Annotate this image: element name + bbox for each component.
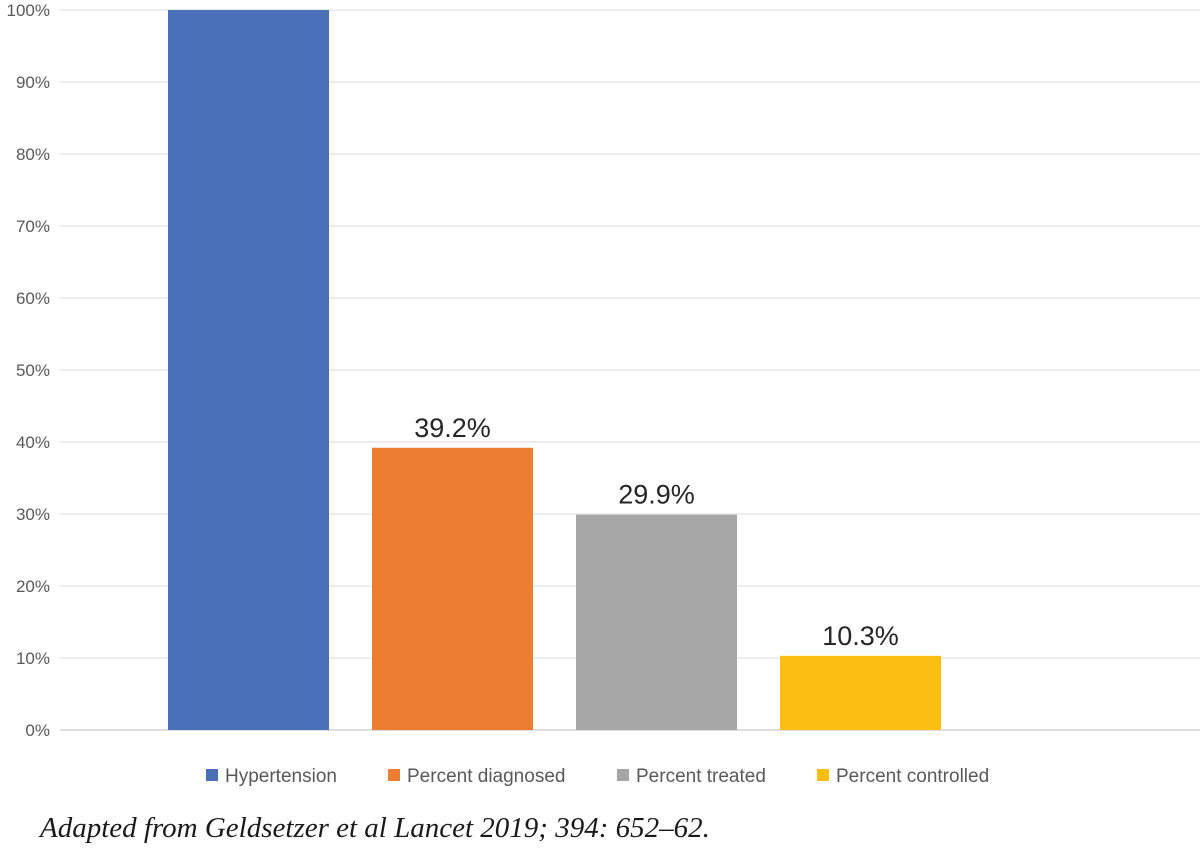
- y-axis-ticks: 0% 10% 20% 30% 40% 50% 60% 70% 80% 90% 100%: [7, 1, 50, 740]
- legend-label: Percent treated: [636, 766, 766, 787]
- legend-swatch: [817, 769, 829, 781]
- legend-swatch: [206, 769, 218, 781]
- y-tick-label: 50%: [16, 361, 50, 380]
- bars: [168, 10, 941, 730]
- legend-swatch: [388, 769, 400, 781]
- y-tick-label: 40%: [16, 433, 50, 452]
- y-tick-label: 0%: [25, 721, 50, 740]
- legend-label: Hypertension: [225, 766, 337, 787]
- data-labels: 39.2% 29.9% 10.3%: [414, 413, 899, 651]
- y-tick-label: 100%: [7, 1, 50, 20]
- data-label: 29.9%: [618, 480, 695, 510]
- legend-item: Percent controlled: [817, 766, 989, 787]
- legend-item: Percent treated: [617, 766, 766, 787]
- bar: [780, 655, 941, 730]
- legend-item: Percent diagnosed: [388, 766, 565, 787]
- source-caption: Adapted from Geldsetzer et al Lancet 201…: [40, 812, 710, 844]
- legend-label: Percent diagnosed: [407, 766, 565, 787]
- bar: [372, 447, 533, 730]
- y-tick-label: 60%: [16, 289, 50, 308]
- y-tick-label: 70%: [16, 217, 50, 236]
- legend: Hypertension Percent diagnosed Percent tre…: [206, 766, 989, 787]
- y-tick-label: 80%: [16, 145, 50, 164]
- legend-item: Hypertension: [206, 766, 337, 787]
- bar-chart: 0% 10% 20% 30% 40% 50% 60% 70% 80% 90% 100% 39.2% 2…: [7, 1, 1200, 787]
- legend-label: Percent controlled: [836, 766, 989, 787]
- y-tick-label: 10%: [16, 649, 50, 668]
- y-tick-label: 30%: [16, 505, 50, 524]
- bar: [576, 514, 737, 730]
- data-label: 39.2%: [414, 413, 491, 443]
- data-label: 10.3%: [822, 621, 899, 651]
- y-tick-label: 20%: [16, 577, 50, 596]
- y-tick-label: 90%: [16, 73, 50, 92]
- legend-swatch: [617, 769, 629, 781]
- bar: [168, 10, 329, 730]
